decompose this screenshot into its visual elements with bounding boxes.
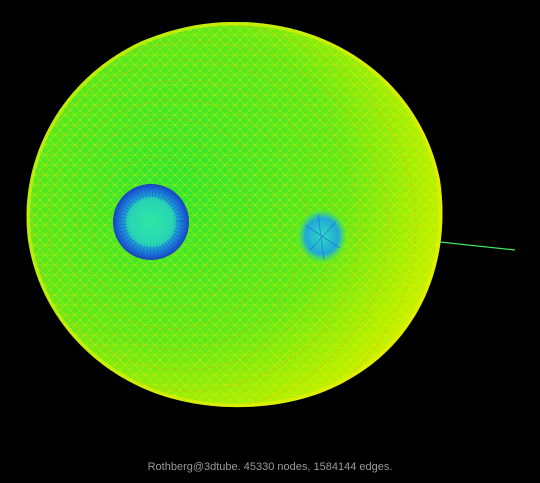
inner-hole-left [113,184,189,261]
inner-spot-right [298,210,346,262]
graph-caption: Rothberg@3dtube. 45330 nodes, 1584144 ed… [147,461,393,473]
tail-edge [439,241,516,251]
